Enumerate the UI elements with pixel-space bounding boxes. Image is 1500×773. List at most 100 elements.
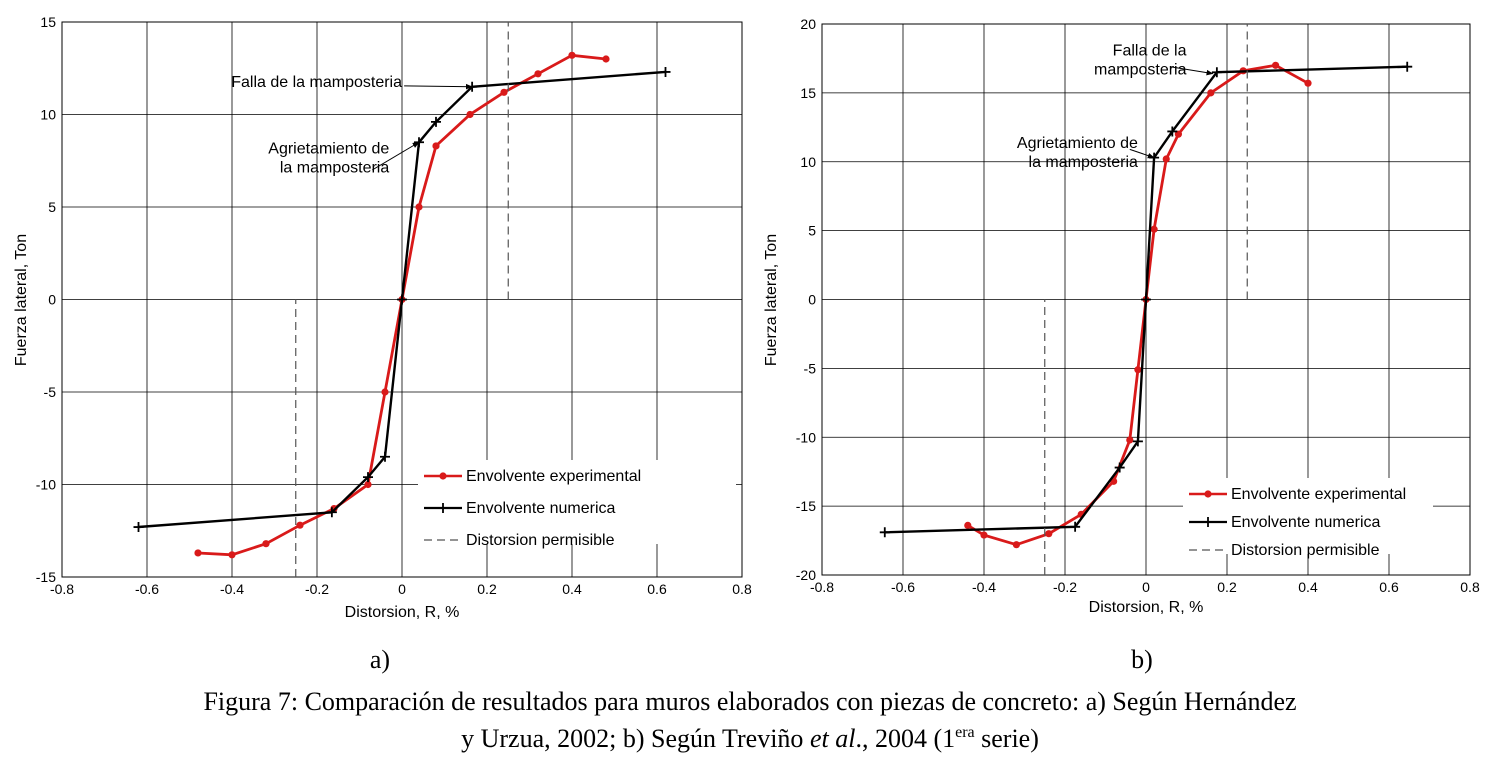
chart-a-sublabel: a) [370, 645, 390, 674]
x-tick-label: -0.2 [305, 581, 329, 597]
x-tick-label: -0.6 [891, 579, 915, 595]
annotation-line: Agrietamiento de [268, 140, 389, 157]
y-tick-label: 0 [48, 292, 56, 308]
annotation-arrow [1129, 148, 1155, 159]
y-tick-label: -5 [804, 360, 817, 376]
figure-caption-line2: y Urzua, 2002; b) Según Treviño et al., … [461, 724, 1039, 753]
legend-box [418, 460, 736, 544]
series-numerica-point [1402, 61, 1413, 72]
annotation-label: Falla de la mamposteria [231, 74, 402, 91]
x-tick-label: -0.4 [972, 579, 996, 595]
legend-marker-numerica [438, 503, 448, 513]
series-numerica-point [1211, 67, 1222, 78]
series-experimental-point [980, 531, 988, 539]
y-tick-label: 20 [800, 16, 816, 32]
caption-part-2: ., 2004 (1 [855, 724, 955, 753]
x-tick-label: -0.6 [135, 581, 159, 597]
plot-frame [61, 21, 743, 578]
chart-b: -0.8 -0.6 -0.4 -0.2 0 0.2 0.4 0.6 0.8 -20 -15 -10 -5… [763, 16, 1480, 616]
x-tick-label: -0.8 [810, 579, 834, 595]
legend-label: Distorsion permisible [1231, 542, 1380, 559]
annotation-arrow [404, 83, 473, 90]
x-tick-label: -0.2 [1053, 579, 1077, 595]
y-tick-label: 10 [40, 107, 56, 123]
series-experimental-point [1304, 79, 1312, 87]
y-tick-label: 15 [40, 14, 56, 30]
chart-b-sublabel: b) [1131, 645, 1153, 674]
x-tick-label: 0 [1142, 579, 1150, 595]
series-experimental-point [534, 70, 542, 78]
series-experimental-line [967, 63, 1309, 547]
y-tick-label: -20 [796, 567, 816, 583]
figure-caption-line1: Figura 7: Comparación de resultados para… [203, 687, 1296, 716]
x-tick-label: -0.4 [220, 581, 244, 597]
legend-label: Envolvente numerica [466, 500, 616, 517]
series-numerica-point [1070, 521, 1081, 532]
annotation-line: mamposteria [1094, 62, 1187, 79]
annotation-arrow [1170, 66, 1214, 76]
series-experimental-point [500, 88, 508, 96]
y-tick-label: 0 [808, 292, 816, 308]
y-tick-label: 15 [800, 85, 816, 101]
series-experimental-point [228, 551, 236, 559]
series-numerica-point [1141, 294, 1151, 305]
series-numerica-point [431, 116, 441, 127]
series-numerica-point [397, 294, 407, 305]
annotation-label: Falla de la mamposteria [1094, 43, 1187, 79]
x-tick-label: 0.4 [1298, 579, 1318, 595]
series-experimental-point [296, 521, 304, 529]
x-tick-label: 0.8 [1460, 579, 1480, 595]
caption-part-3: serie) [975, 724, 1039, 753]
series-experimental-point [602, 55, 610, 63]
y-tick-label: -15 [36, 569, 56, 585]
caption-superscript: era [955, 724, 975, 741]
x-tick-label: 0.2 [477, 581, 497, 597]
series-experimental-point [432, 142, 440, 150]
legend-label: Envolvente experimental [466, 468, 641, 485]
plot-frame [821, 23, 1471, 576]
x-axis-label: Distorsion, R, % [1089, 599, 1204, 616]
series-experimental-point [1134, 366, 1142, 374]
legend-label: Envolvente numerica [1231, 514, 1381, 531]
series-experimental-point [1162, 155, 1170, 163]
x-tick-label: 0.4 [562, 581, 582, 597]
x-tick-label: 0.6 [1379, 579, 1399, 595]
annotation-line: Falla de la mamposteria [231, 74, 402, 91]
series-experimental-point [364, 480, 372, 489]
series-numerica-point [363, 472, 373, 483]
y-tick-label: 5 [808, 223, 816, 239]
y-tick-label: -10 [36, 477, 56, 493]
annotation-line: la mamposteria [1029, 154, 1138, 171]
series-numerica-point [326, 507, 337, 518]
series-experimental-point [1207, 89, 1215, 97]
series-experimental-point [1045, 530, 1053, 538]
y-axis-label: Fuerza lateral, Ton [763, 234, 780, 366]
caption-part-1: y Urzua, 2002; b) Según Treviño [461, 724, 810, 753]
series-numerica-point [660, 66, 671, 77]
annotation-line: la mamposteria [280, 159, 389, 176]
y-axis-label: Fuerza lateral, Ton [13, 234, 30, 366]
series-experimental-point [466, 110, 474, 119]
x-tick-label: 0.6 [647, 581, 667, 597]
series-experimental-point [1126, 436, 1134, 444]
y-tick-label: 10 [800, 154, 816, 170]
chart-a: -0.8 -0.6 -0.4 -0.2 0 0.2 0.4 0.6 0.8 -15 -10 -5 0 5 1… [13, 14, 752, 621]
annotation-label: Agrietamiento de la mamposteria [1017, 135, 1138, 171]
series-numerica-point [1132, 436, 1143, 447]
series-experimental-point [194, 549, 202, 557]
y-tick-label: 5 [48, 199, 56, 215]
series-numerica-point [879, 527, 890, 538]
legend-marker-numerica [1203, 517, 1213, 527]
annotation-arrow [371, 141, 420, 171]
series-experimental-point [1174, 130, 1182, 138]
legend-label: Envolvente experimental [1231, 486, 1406, 503]
legend-marker-experimental [439, 472, 447, 480]
annotation-label: Agrietamiento de la mamposteria [268, 140, 389, 176]
y-tick-label: -10 [796, 429, 816, 445]
x-tick-label: 0.2 [1217, 579, 1237, 595]
annotation-line: Falla de la [1113, 43, 1187, 60]
legend-box [1183, 478, 1433, 554]
series-experimental-point [568, 51, 576, 59]
series-experimental-point [381, 388, 389, 396]
